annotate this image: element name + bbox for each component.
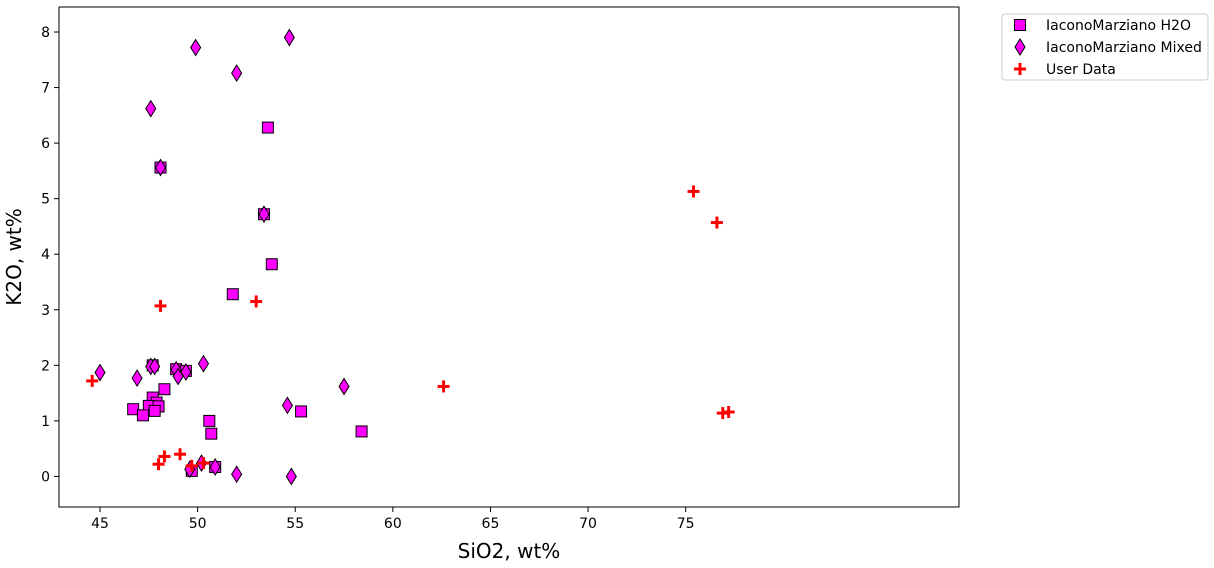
data-point-series-0 xyxy=(136,409,149,422)
legend-entry-label: User Data xyxy=(1046,62,1116,78)
data-point-series-1 xyxy=(197,354,210,373)
y-tick-label: 3 xyxy=(41,303,50,319)
data-point-series-1 xyxy=(231,64,243,83)
data-point-series-1 xyxy=(258,205,270,224)
x-tick-label: 75 xyxy=(677,516,695,532)
data-point-series-1 xyxy=(145,99,157,118)
y-tick-label: 2 xyxy=(41,358,50,374)
y-tick-label: 6 xyxy=(41,136,50,152)
data-point-series-1 xyxy=(190,38,202,57)
x-tick-label: 50 xyxy=(189,516,207,532)
data-point-series-1 xyxy=(172,367,184,386)
data-point-series-1 xyxy=(281,396,294,415)
data-point-series-2 xyxy=(152,458,165,471)
data-point-series-1 xyxy=(131,369,143,388)
data-point-series-0 xyxy=(355,425,368,438)
data-point-series-2 xyxy=(174,448,187,461)
legend-entry-label: IaconoMarziano H2O xyxy=(1046,18,1191,34)
data-point-series-1 xyxy=(285,467,297,486)
data-point-series-2 xyxy=(86,374,99,387)
y-tick-label: 8 xyxy=(41,25,50,41)
data-point-series-1 xyxy=(338,377,350,396)
x-tick-label: 65 xyxy=(482,516,500,532)
data-point-series-0 xyxy=(127,403,140,416)
data-point-series-2 xyxy=(437,380,450,393)
y-axis-label: K2O, wt% xyxy=(2,208,26,306)
legend: IaconoMarziano H2O IaconoMarziano Mixed Us… xyxy=(1001,13,1209,81)
data-point-series-1 xyxy=(283,28,295,47)
data-point-series-0 xyxy=(265,258,278,271)
data-point-series-2 xyxy=(710,216,723,229)
data-point-series-2 xyxy=(154,299,167,312)
x-tick-label: 45 xyxy=(91,516,109,532)
data-point-series-2 xyxy=(716,407,729,420)
data-point-series-2 xyxy=(687,185,700,198)
legend-marker xyxy=(1014,63,1026,75)
data-point-series-1 xyxy=(94,363,106,382)
data-points xyxy=(86,28,735,486)
legend-entry-label: IaconoMarziano Mixed xyxy=(1046,40,1202,56)
data-point-series-2 xyxy=(158,450,171,463)
data-point-series-1 xyxy=(209,458,221,476)
data-point-series-0 xyxy=(148,404,161,417)
y-tick-label: 0 xyxy=(41,469,50,485)
data-point-series-0 xyxy=(158,383,171,396)
legend-box xyxy=(1001,13,1209,81)
y-tick-label: 4 xyxy=(41,247,50,263)
x-tick-label: 55 xyxy=(286,516,304,532)
data-point-series-0 xyxy=(295,405,308,418)
data-point-series-0 xyxy=(261,121,274,134)
y-tick-label: 7 xyxy=(41,81,50,97)
y-tick-label: 5 xyxy=(41,192,50,208)
x-tick-label: 60 xyxy=(384,516,402,532)
data-point-series-1 xyxy=(154,158,167,177)
data-point-series-0 xyxy=(205,427,218,440)
y-tick-label: 1 xyxy=(41,414,50,430)
x-tick-label: 70 xyxy=(579,516,597,532)
plot-frame xyxy=(58,6,960,508)
x-axis-label: SiO2, wt% xyxy=(458,539,561,563)
data-point-series-2 xyxy=(197,457,210,470)
legend-marker xyxy=(1014,19,1026,31)
data-point-series-0 xyxy=(226,288,239,301)
data-point-series-2 xyxy=(185,459,198,472)
data-point-series-0 xyxy=(203,414,216,427)
data-point-series-1 xyxy=(231,465,243,484)
legend-marker xyxy=(1014,38,1026,56)
data-point-series-1 xyxy=(149,357,161,376)
data-point-series-2 xyxy=(250,295,263,308)
